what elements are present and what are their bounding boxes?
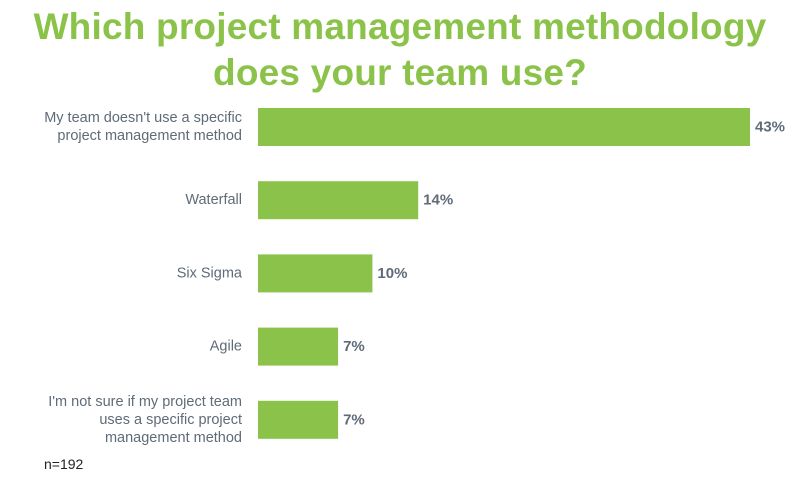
value-label-0: 43% — [755, 119, 785, 136]
bar-1 — [258, 181, 419, 220]
category-label-4: I'm not sure if my project team uses a sp… — [48, 394, 242, 446]
category-label-1: Waterfall — [185, 192, 242, 208]
sample-size-note: n=192 — [44, 456, 84, 472]
value-label-3: 7% — [343, 338, 365, 355]
value-label-4: 7% — [343, 411, 365, 428]
chart-title: Which project management methodology doe… — [33, 6, 767, 93]
category-label-2: Six Sigma — [177, 265, 243, 281]
bar-2 — [258, 254, 373, 293]
category-label-3: Agile — [210, 339, 242, 355]
category-label-0: My team doesn't use a specific project ma… — [44, 110, 242, 144]
bar-4 — [258, 400, 339, 439]
value-label-1: 14% — [423, 192, 453, 209]
bar-3 — [258, 327, 339, 366]
bar-0 — [258, 108, 750, 146]
value-label-2: 10% — [377, 265, 407, 282]
